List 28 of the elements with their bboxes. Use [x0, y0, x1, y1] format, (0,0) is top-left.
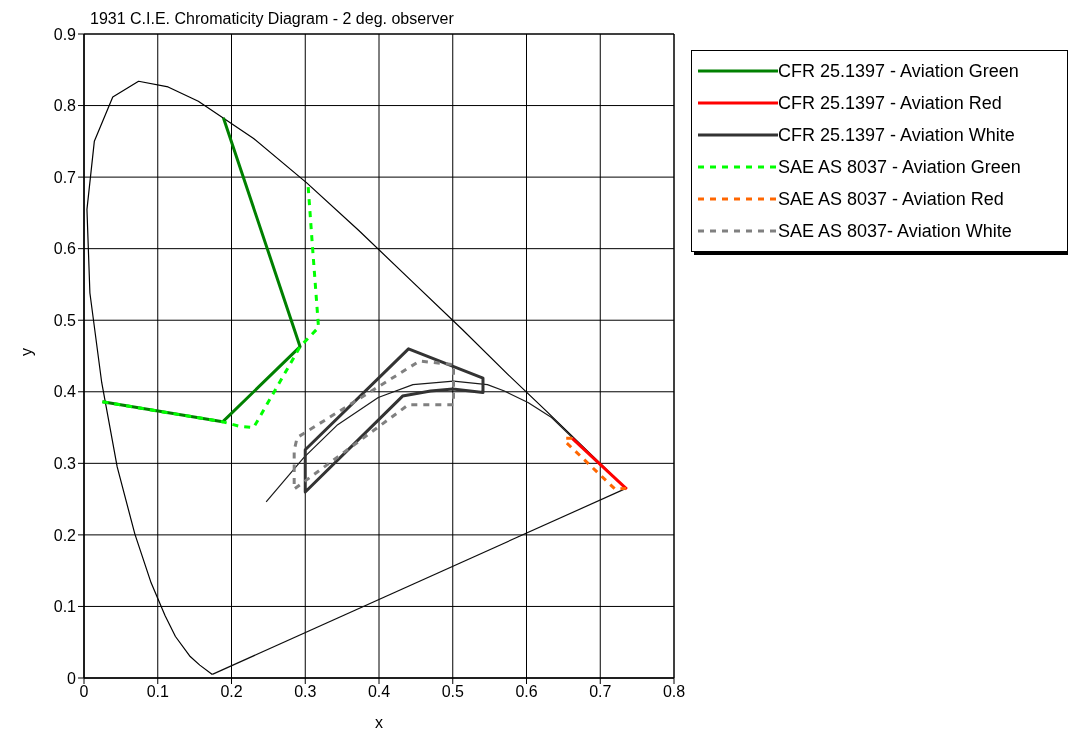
- y-tick-label: 0.4: [53, 383, 77, 401]
- x-tick-label: 0.1: [146, 683, 169, 701]
- x-tick-label: 0.7: [589, 683, 612, 701]
- legend-label: SAE AS 8037 - Aviation Red: [778, 188, 1004, 210]
- y-axis-title: y: [17, 348, 35, 356]
- legend-label: CFR 25.1397 - Aviation White: [778, 124, 1015, 146]
- legend-label: CFR 25.1397 - Aviation Green: [778, 60, 1019, 82]
- legend-label: SAE AS 8037- Aviation White: [778, 220, 1012, 242]
- x-axis-title: x: [375, 714, 383, 731]
- chart-title: 1931 C.I.E. Chromaticity Diagram - 2 deg. observer: [90, 10, 454, 28]
- y-tick-label: 0.2: [53, 526, 77, 544]
- y-tick-label: 0: [67, 669, 77, 687]
- y-tick-label: 0.5: [53, 311, 77, 329]
- x-tick-label: 0.6: [515, 683, 538, 701]
- x-tick-label: 0.4: [367, 683, 391, 701]
- x-tick-label: 0.5: [441, 683, 464, 701]
- x-tick-label: 0.3: [294, 683, 317, 701]
- x-tick-label: 0: [79, 683, 89, 701]
- y-tick-label: 0.7: [53, 168, 77, 186]
- y-tick-label: 0.1: [53, 598, 77, 616]
- x-tick-label: 0.2: [220, 683, 243, 701]
- y-tick-label: 0.3: [53, 455, 77, 473]
- y-tick-label: 0.6: [53, 240, 77, 258]
- y-tick-label: 0.8: [53, 97, 77, 115]
- legend-label: CFR 25.1397 - Aviation Red: [778, 92, 1002, 114]
- legend-label: SAE AS 8037 - Aviation Green: [778, 156, 1021, 178]
- x-tick-label: 0.8: [662, 683, 686, 701]
- y-tick-label: 0.9: [53, 25, 77, 43]
